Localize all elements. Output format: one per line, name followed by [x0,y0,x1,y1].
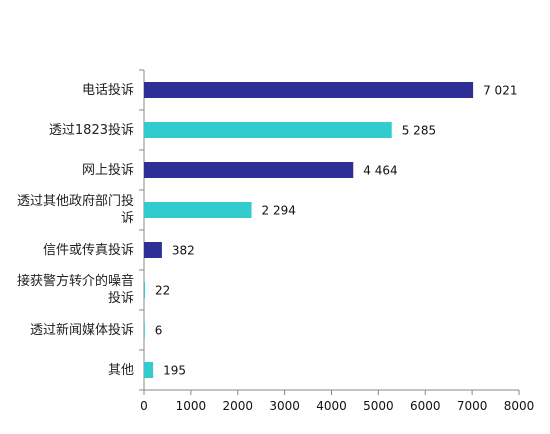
x-tick-label: 1000 [176,399,207,413]
x-tick-label: 5000 [363,399,394,413]
bar [144,362,154,378]
x-tick-label: 6000 [410,399,441,413]
x-tick-label: 4000 [316,399,347,413]
data-label: 7 021 [483,84,517,98]
data-label: 4 464 [363,164,397,178]
x-tick-label: 8000 [504,399,535,413]
bar [144,322,145,338]
x-tick-label: 3000 [269,399,300,413]
bar [144,282,146,298]
category-label: 透过其他政府部门投 诉 [16,194,134,226]
bar [144,242,162,258]
bar [144,162,354,178]
category-label: 网上投诉 [81,162,134,178]
category-label: 透过新闻媒体投诉 [29,322,134,338]
x-tick-label: 0 [140,399,148,413]
category-label: 接获警方转介的噪音 投诉 [16,274,134,306]
data-label: 6 [155,324,163,338]
x-tick-label: 7000 [457,399,488,413]
category-label: 其他 [107,362,134,378]
data-label: 382 [172,244,195,258]
bar [144,202,252,218]
bar [144,82,474,98]
x-tick-label: 2000 [222,399,253,413]
data-label: 195 [163,364,186,378]
data-label: 22 [155,284,170,298]
category-label: 电话投诉 [81,82,134,98]
bar [144,122,392,138]
data-label: 2 294 [262,204,296,218]
category-label: 信件或传真投诉 [42,242,134,258]
category-label: 透过1823投诉 [48,122,134,138]
data-label: 5 285 [402,124,436,138]
